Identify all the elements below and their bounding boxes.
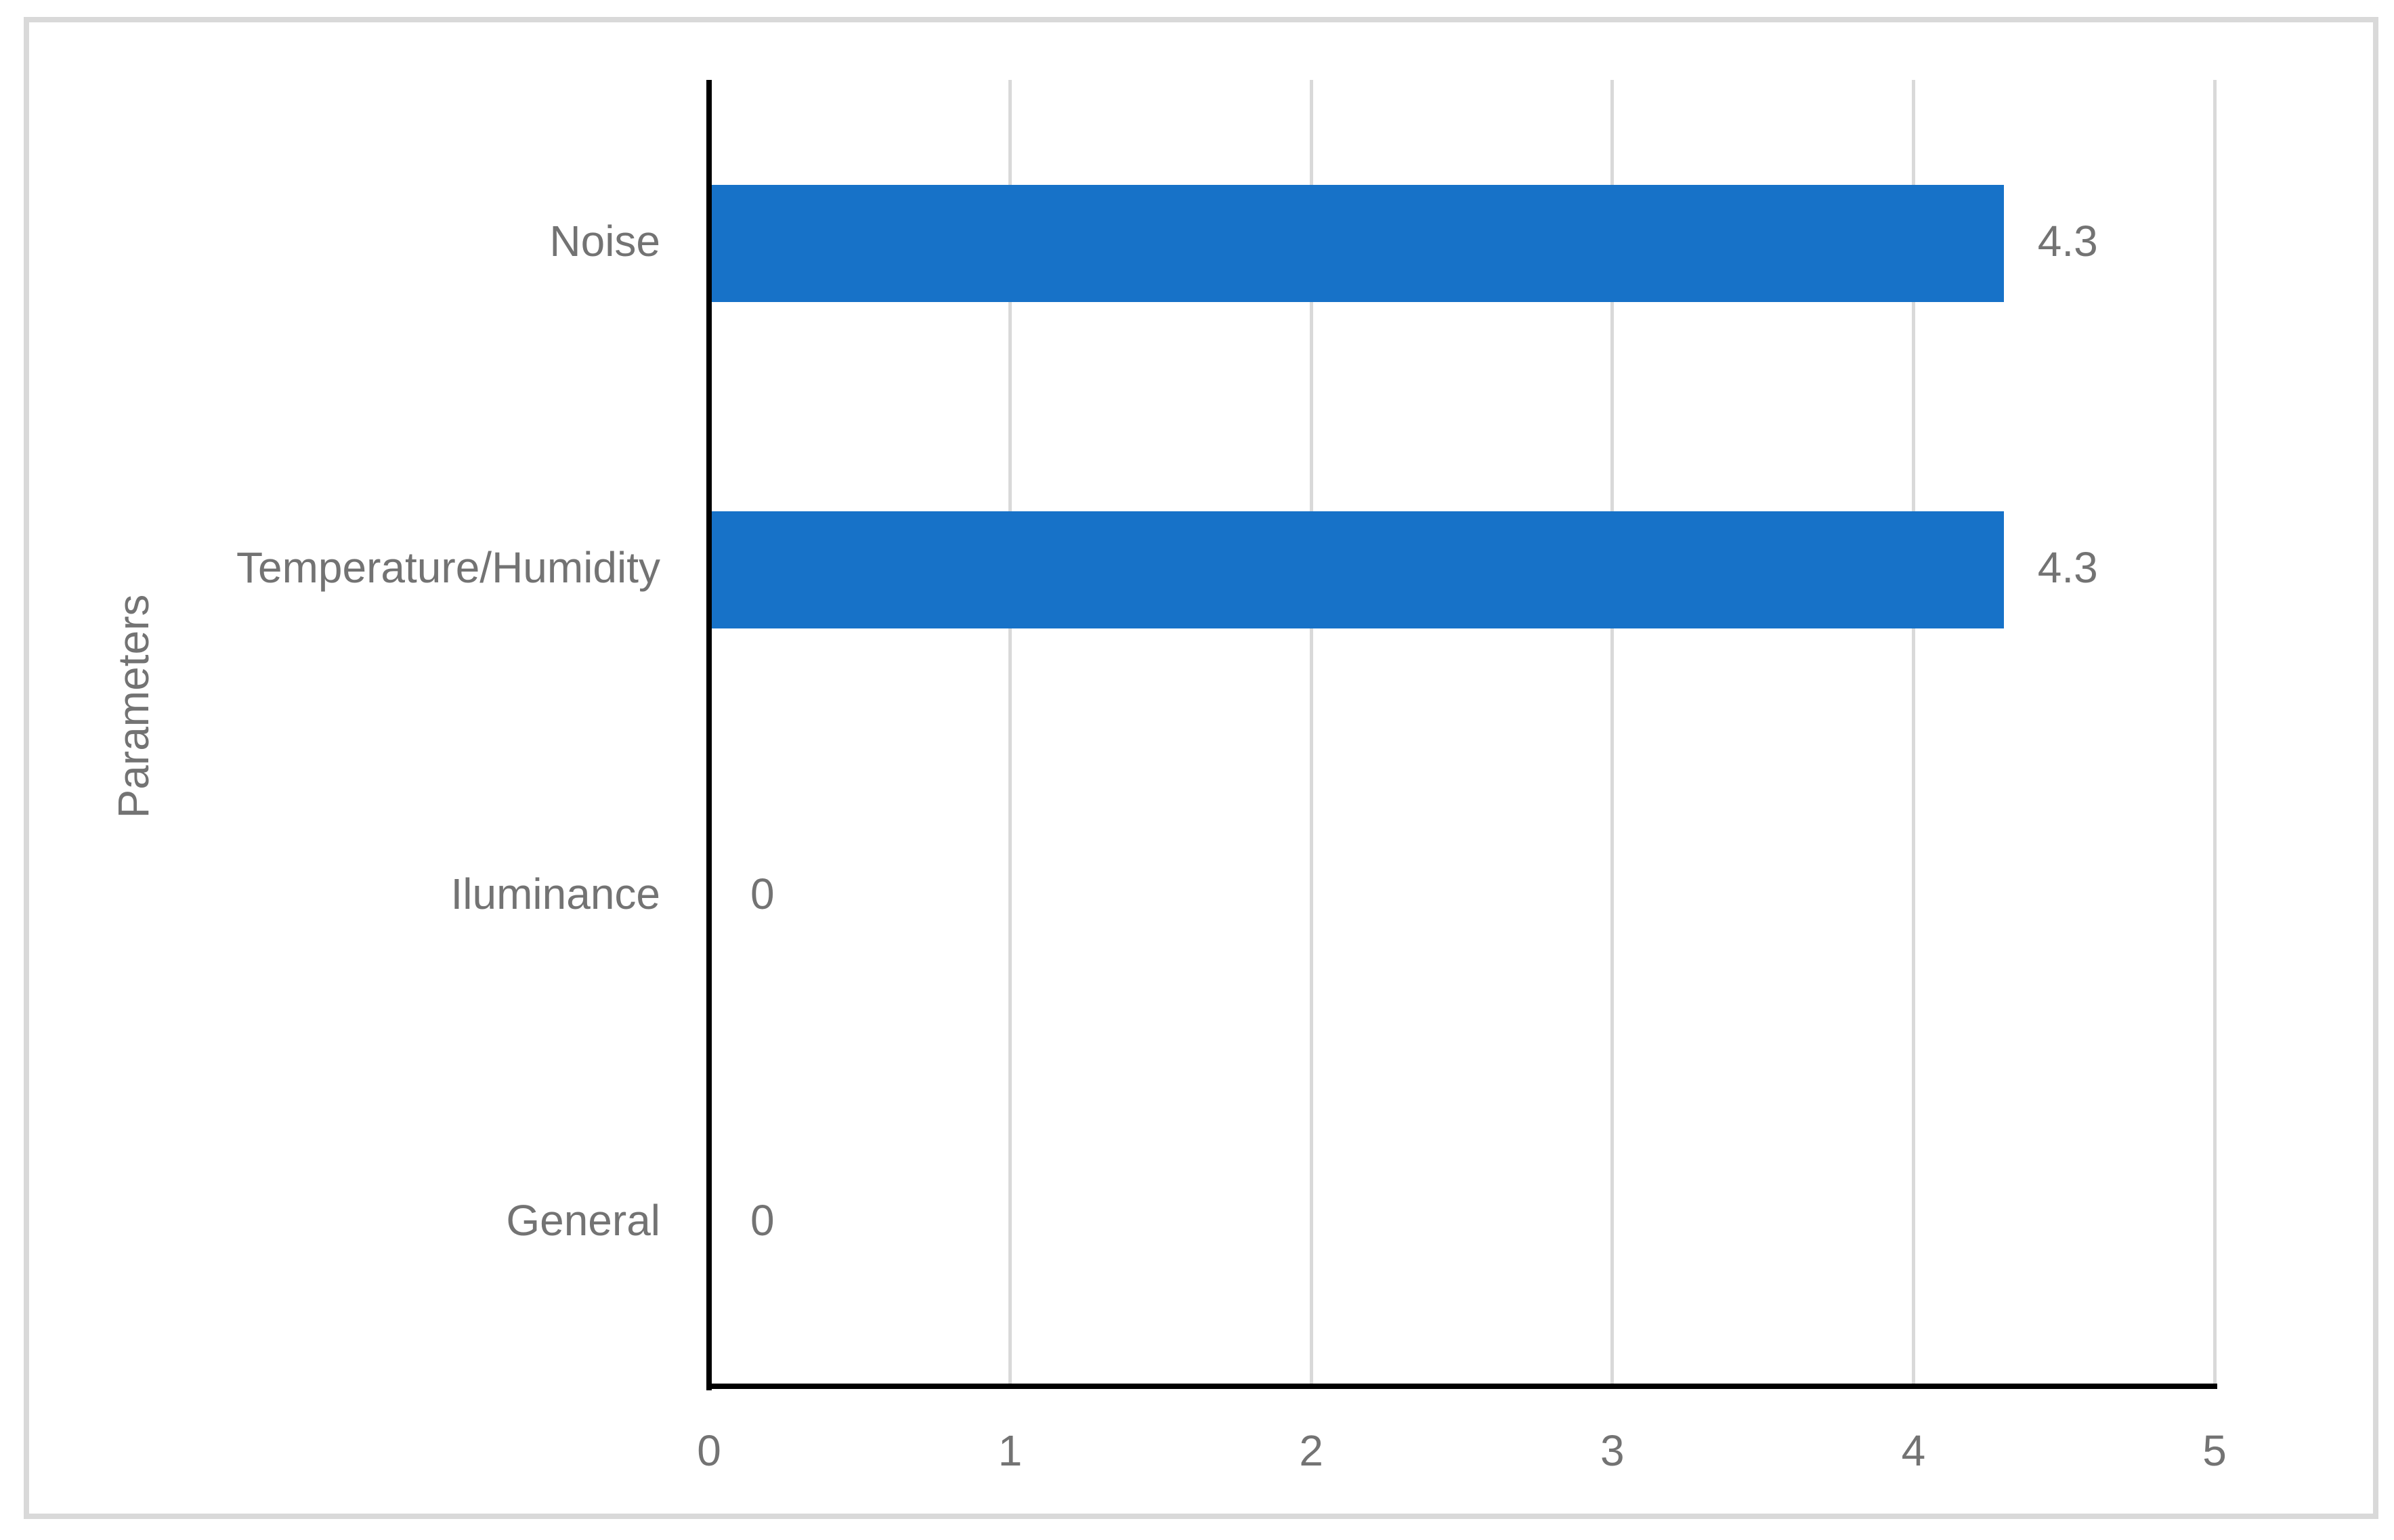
category-label: Noise [549, 217, 660, 266]
x-tick-label: 0 [697, 1426, 721, 1475]
data-label: 4.3 [2037, 217, 2098, 266]
x-tick-label: 3 [1600, 1426, 1625, 1475]
gridline [1309, 80, 1313, 1386]
data-label: 4.3 [2037, 543, 2098, 593]
category-label: Iluminance [450, 870, 661, 919]
category-label: Temperature/Humidity [236, 543, 660, 593]
gridline [1610, 80, 1615, 1386]
gridline [1911, 80, 1915, 1386]
x-tick-label: 5 [2202, 1426, 2227, 1475]
y-axis-line [706, 80, 712, 1390]
y-axis-title: Parameters [109, 594, 158, 819]
x-tick-label: 1 [998, 1426, 1023, 1475]
category-label: General [506, 1196, 660, 1245]
x-tick-label: 4 [1901, 1426, 1926, 1475]
x-axis-line [706, 1384, 2217, 1389]
data-label: 0 [750, 1196, 775, 1245]
bar [709, 184, 2004, 302]
bar [709, 511, 2004, 628]
data-label: 0 [750, 870, 775, 919]
gridline [1008, 80, 1012, 1386]
gridline [2213, 80, 2217, 1386]
x-tick-label: 2 [1299, 1426, 1323, 1475]
